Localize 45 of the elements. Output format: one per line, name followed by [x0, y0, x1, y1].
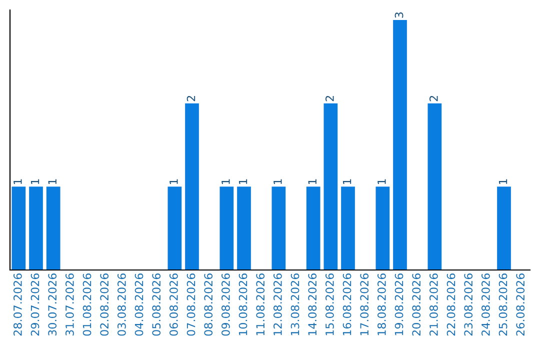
x-tick-label: 15.08.2026: [325, 273, 334, 336]
data-label: 2: [429, 96, 438, 102]
x-tick-label: 29.07.2026: [30, 273, 40, 336]
x-tick-label: 17.08.2026: [360, 273, 369, 336]
x-tick-label: 23.08.2026: [464, 273, 473, 336]
data-label: 1: [238, 179, 248, 184]
data-label: 1: [342, 179, 352, 184]
x-tick-label: 02.08.2026: [100, 273, 109, 336]
x-tick-label: 30.07.2026: [48, 273, 57, 336]
data-label: 1: [308, 179, 316, 184]
x-tick-label: 11.08.2026: [256, 273, 265, 336]
data-label: 1: [30, 179, 40, 184]
x-tick-label: 01.08.2026: [82, 273, 92, 336]
data-label: 1: [274, 179, 282, 184]
x-tick-label: 14.08.2026: [308, 273, 317, 336]
x-tick-label: 28.07.2026: [13, 273, 22, 336]
x-tick-label: 22.08.2026: [446, 273, 456, 336]
x-tick-label: 03.08.2026: [117, 273, 126, 336]
x-tick-label: 07.08.2026: [186, 273, 196, 336]
data-label: 1: [222, 179, 230, 184]
x-tick-label: 19.08.2026: [394, 273, 404, 336]
data-label: 3: [394, 12, 404, 18]
x-tick-label: 25.08.2026: [498, 273, 508, 336]
data-label: 1: [378, 179, 386, 184]
x-tick-label: 26.08.2026: [516, 273, 525, 336]
data-label: 1: [498, 179, 508, 184]
x-tick-label: 20.08.2026: [412, 273, 421, 336]
x-tick-label: 16.08.2026: [342, 273, 352, 336]
data-label: 1: [14, 179, 22, 184]
x-tick-label: 21.08.2026: [429, 273, 438, 336]
x-tick-label: 06.08.2026: [169, 273, 178, 336]
x-tick-label: 18.08.2026: [377, 273, 386, 336]
x-tick-label: 24.08.2026: [481, 273, 490, 336]
x-tick-label: 12.08.2026: [273, 273, 282, 336]
data-label: 2: [325, 96, 334, 102]
data-label: 2: [186, 96, 196, 102]
x-tick-label: 05.08.2026: [152, 273, 161, 336]
x-tick-label: 10.08.2026: [238, 273, 248, 336]
data-label: 1: [170, 179, 178, 184]
data-label: 1: [48, 179, 56, 184]
x-tick-label: 31.07.2026: [65, 273, 74, 336]
x-tick-label: 09.08.2026: [221, 273, 230, 336]
x-tick-label: 04.08.2026: [134, 273, 144, 336]
x-tick-label: 13.08.2026: [290, 273, 300, 336]
x-tick-label: 08.08.2026: [204, 273, 213, 336]
